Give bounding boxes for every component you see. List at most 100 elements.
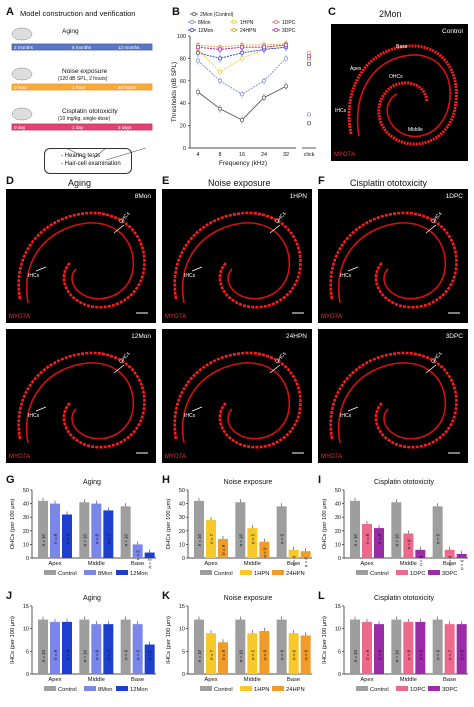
arrow-icon — [65, 147, 147, 161]
myo7a-tag: MYO7A — [321, 314, 343, 320]
panel-title: Cisplatin ototoxicity — [374, 595, 434, 602]
legend-label: 1DPC — [282, 20, 296, 26]
legend-label: 12Mon — [198, 28, 214, 34]
myo7a-tag: MYO7A — [9, 314, 31, 320]
n-label: n = 5 — [136, 649, 141, 659]
myo7a-tag: MYO7A — [165, 454, 187, 460]
bar — [132, 544, 143, 558]
mouse-icon — [11, 67, 33, 81]
bar — [391, 619, 402, 674]
n-label: n = 7 — [209, 533, 214, 543]
data-point — [283, 84, 289, 89]
bar — [235, 619, 246, 674]
data-point — [239, 56, 245, 61]
legend-label: 1HPN — [254, 571, 269, 577]
panel-title: Cisplatin ototoxicity — [374, 479, 434, 486]
legend-label: Control — [370, 687, 389, 693]
data-point — [261, 45, 267, 50]
n-label: n = 8 — [406, 539, 411, 549]
panel-title: Aging — [83, 595, 101, 602]
bar — [247, 633, 258, 674]
ihcs-pointer — [35, 406, 47, 412]
bar-chart: G Aging 0 10 20 30 40 50 OHCs (per 100 μm) n = 10… — [6, 474, 156, 577]
bar — [350, 619, 360, 674]
n-label: n = 6 — [304, 649, 309, 659]
y-axis-label: OHCs (per 100 μm) — [166, 499, 172, 550]
bar — [38, 500, 48, 558]
legend-swatch — [116, 686, 128, 691]
data-point — [261, 78, 267, 83]
x-tick-label: 4 — [196, 152, 199, 158]
micrograph-corner-label: 1HPN — [289, 193, 307, 200]
myo7a-tag: MYO7A — [321, 454, 343, 460]
region-label: Base — [287, 561, 300, 567]
micrograph-3dpc: 3DPC OHCs IHCs MYO7A — [318, 329, 468, 463]
bar — [144, 552, 155, 558]
ohcs-pointer — [425, 364, 437, 374]
micrograph-corner-label: 3DPC — [445, 333, 463, 340]
panel-c-corner: Control — [442, 28, 463, 35]
legend-label: Control — [214, 687, 233, 693]
bar — [144, 644, 155, 674]
n-label: n = 6 — [377, 649, 382, 659]
data-point — [217, 69, 223, 74]
n-label: n = 10 — [41, 649, 46, 662]
ihcs-label: IHCs — [340, 413, 352, 419]
y-axis-label: OHCs (per 100 μm) — [10, 499, 16, 550]
bar — [120, 619, 131, 674]
legend-swatch — [240, 570, 252, 575]
y-tick-label: 80 — [180, 56, 186, 62]
panel-a-letter: A — [6, 6, 14, 18]
panel-c-middle: Middle — [408, 127, 423, 133]
region-label: Base — [131, 677, 144, 683]
legend-swatch — [396, 686, 408, 691]
n-label: n = 9 — [262, 649, 267, 659]
n-label: n = 5 — [136, 550, 141, 560]
n-label: n = 8 — [406, 649, 411, 659]
legend-marker — [192, 12, 196, 16]
timeline-fill — [12, 44, 152, 50]
y-tick-label: 15 — [335, 604, 341, 610]
bar — [415, 549, 426, 558]
legend-label: 3DPC — [442, 687, 457, 693]
mouse-icon — [11, 27, 33, 41]
bar-chart: J Aging 0 5 10 15 IHCs (per 100 μm) n = 10 n = 8… — [6, 590, 156, 693]
ihc-row — [181, 362, 291, 444]
panel-f-letter: F — [318, 175, 325, 187]
bar — [444, 624, 455, 674]
panel-c-ihcs: IHCs — [335, 108, 347, 114]
legend-label: 3DPC — [282, 28, 296, 34]
bar — [62, 514, 72, 558]
bar — [288, 633, 299, 674]
n-label: n = 8 — [365, 533, 370, 543]
y-tick-label: 5 — [182, 649, 185, 655]
bar — [300, 551, 311, 558]
x-tick-label: 16 — [239, 152, 245, 158]
panel-c-image: Control Base Apex OHCs IHCs Middle MYO7A — [331, 24, 468, 161]
x-tick-label: click — [304, 152, 315, 158]
n-label: n = 7 — [209, 649, 214, 659]
legend-swatch — [84, 570, 96, 575]
panel-c-ohcs: OHCs — [389, 74, 403, 80]
bar — [194, 619, 204, 674]
legend-swatch — [200, 686, 212, 691]
region-label: Apex — [360, 561, 373, 567]
y-tick-label: 40 — [335, 502, 341, 508]
bar — [132, 624, 143, 674]
cochlea-image — [173, 351, 304, 454]
legend-marker — [190, 20, 194, 24]
n-label: n = 6 — [292, 649, 297, 659]
legend-label: 3DPC — [442, 571, 457, 577]
bar — [259, 630, 270, 674]
bar — [235, 502, 246, 558]
n-label: n = 10 — [82, 533, 87, 546]
n-label: n = 10 — [353, 533, 358, 546]
n-label: n = 7 — [106, 649, 111, 659]
panel-c-apex: Apex — [350, 66, 362, 72]
click-point — [306, 121, 312, 126]
data-point — [217, 78, 223, 83]
n-label: n = 6 — [460, 559, 465, 569]
bar-panel-h: H Noise exposure 0 10 20 30 40 50 OHCs (per 100 … — [162, 474, 314, 586]
bar-panel-k: K Noise exposure 0 5 10 15 IHCs (per 100 μm) n … — [162, 590, 314, 702]
data-point — [239, 45, 245, 50]
